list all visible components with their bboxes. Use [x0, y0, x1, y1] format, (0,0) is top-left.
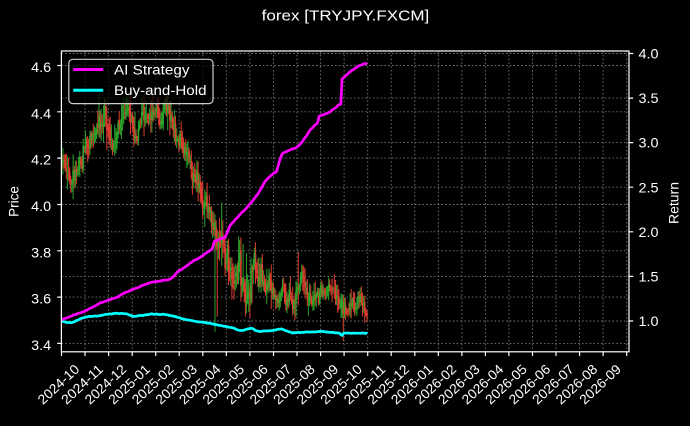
- svg-text:1.5: 1.5: [639, 270, 659, 285]
- svg-text:3.4: 3.4: [31, 338, 52, 353]
- svg-text:1.0: 1.0: [639, 314, 659, 329]
- svg-text:2.0: 2.0: [639, 225, 659, 240]
- svg-text:4.4: 4.4: [31, 106, 52, 121]
- svg-text:Price: Price: [7, 186, 22, 217]
- svg-text:3.0: 3.0: [639, 136, 659, 151]
- svg-text:3.6: 3.6: [31, 292, 51, 307]
- svg-text:AI Strategy: AI Strategy: [114, 63, 190, 78]
- svg-text:3.5: 3.5: [639, 91, 659, 106]
- svg-text:Buy-and-Hold: Buy-and-Hold: [114, 83, 207, 98]
- svg-text:4.2: 4.2: [31, 153, 51, 168]
- svg-text:forex [TRYJPY.FXCM]: forex [TRYJPY.FXCM]: [262, 7, 430, 24]
- svg-text:3.8: 3.8: [31, 245, 51, 260]
- svg-text:4.0: 4.0: [639, 47, 659, 62]
- svg-text:2.5: 2.5: [639, 180, 659, 195]
- svg-text:Return: Return: [667, 182, 682, 224]
- svg-text:4.6: 4.6: [31, 60, 51, 75]
- svg-text:4.0: 4.0: [31, 199, 51, 214]
